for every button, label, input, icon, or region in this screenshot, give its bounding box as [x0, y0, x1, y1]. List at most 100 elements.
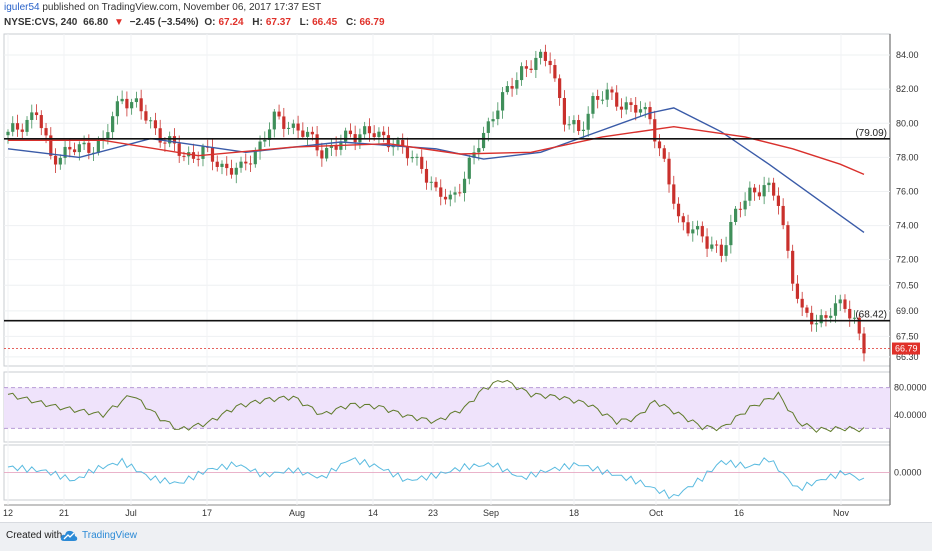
candle-body [524, 66, 528, 69]
close-label: C: [345, 17, 357, 28]
symbol-label: NYSE:CVS, 240 [4, 17, 78, 28]
candle-body [30, 112, 34, 120]
candle-body [215, 161, 219, 167]
candle-body [49, 135, 53, 156]
candle-body [63, 146, 67, 158]
candle-body [776, 195, 780, 206]
candle-body [277, 111, 281, 117]
candle-body [229, 168, 234, 175]
candle-body [443, 196, 448, 200]
candle-body [415, 156, 419, 158]
candle-body [629, 102, 633, 105]
candle-body [719, 244, 723, 256]
candle-body [410, 157, 414, 159]
price-tick-label: 80.00 [896, 118, 919, 128]
candle-body [130, 102, 134, 109]
candle-body [20, 129, 24, 132]
candle-body [82, 142, 86, 145]
time-tick-label: 12 [3, 508, 13, 518]
candle-body [786, 225, 790, 251]
candle-body [182, 155, 186, 157]
candle-body [624, 102, 628, 110]
candle-body [15, 123, 20, 130]
tradingview-cloud-icon[interactable] [60, 528, 78, 544]
candle-body [244, 161, 248, 164]
rsi-line [7, 379, 865, 433]
candle-body [334, 144, 338, 150]
candle-body [619, 106, 624, 110]
candle-body [539, 51, 543, 58]
candle-body [852, 317, 857, 319]
candle-body [344, 130, 348, 142]
candle-body [591, 96, 595, 114]
candle-body [434, 181, 438, 188]
time-tick-label: 17 [202, 508, 212, 518]
author-link[interactable]: iguler54 [4, 2, 40, 13]
time-tick-label: 16 [734, 508, 744, 518]
candle-body [172, 136, 177, 144]
candle-body [577, 120, 581, 132]
tradingview-brand-link[interactable]: TradingView [82, 530, 138, 541]
candle-body [791, 250, 795, 284]
candle-body [672, 184, 676, 204]
publish-info: iguler54 published on TradingView.com, N… [4, 2, 321, 13]
time-tick-label: 21 [59, 508, 69, 518]
moving-average-fast [7, 107, 865, 233]
candle-body [286, 127, 291, 129]
time-tick-label: Aug [289, 508, 305, 518]
candle-body [25, 119, 29, 132]
candle-body [643, 107, 647, 110]
time-tick-label: Oct [649, 508, 664, 518]
candle-body [729, 222, 733, 246]
rsi-tick-label: 40.0000 [894, 410, 927, 420]
price-tick-label: 66.30 [896, 352, 919, 362]
footer-bar: Created with TradingView [0, 522, 932, 551]
candle-body [296, 123, 300, 131]
low-label: L: [299, 17, 310, 28]
high-label: H: [252, 17, 263, 28]
candle-body [258, 141, 262, 152]
candle-body [543, 51, 547, 61]
candle-body [267, 129, 272, 140]
candle-body [567, 124, 571, 126]
candle-body [691, 229, 695, 234]
candle-body [738, 208, 742, 210]
candle-body [829, 315, 833, 318]
candle-body [500, 92, 505, 111]
candle-body [248, 163, 253, 165]
price-tick-label: 72.00 [896, 255, 919, 265]
candle-body [391, 146, 395, 148]
candle-body [234, 167, 238, 175]
down-arrow-icon: ▼ [113, 17, 124, 28]
candle-body [453, 192, 457, 195]
price-tick-label: 84.00 [896, 50, 919, 60]
candle-body [220, 163, 224, 167]
candle-body [681, 216, 685, 223]
candle-body [239, 161, 243, 168]
candle-body [396, 140, 400, 147]
candle-body [196, 158, 200, 160]
candle-body [144, 111, 148, 121]
candle-body [814, 323, 819, 325]
rsi-band [4, 387, 890, 429]
candle-body [386, 135, 391, 148]
candle-body [253, 151, 257, 165]
candle-body [824, 315, 828, 318]
candle-body [53, 155, 58, 165]
candle-body [6, 131, 10, 136]
candle-body [833, 303, 838, 316]
candle-body [115, 101, 119, 117]
candle-body [848, 308, 852, 319]
candle-body [377, 131, 381, 138]
time-tick-label: Jul [125, 508, 137, 518]
candle-body [505, 86, 509, 93]
candle-body [315, 134, 319, 151]
candle-body [158, 128, 162, 143]
candle-body [810, 312, 814, 325]
candle-body [600, 99, 605, 101]
candle-body [363, 126, 367, 135]
time-tick-label: 23 [428, 508, 438, 518]
candle-body [263, 139, 267, 142]
candle-body [87, 142, 91, 153]
rsi-tick-label: 80.0000 [894, 383, 927, 393]
